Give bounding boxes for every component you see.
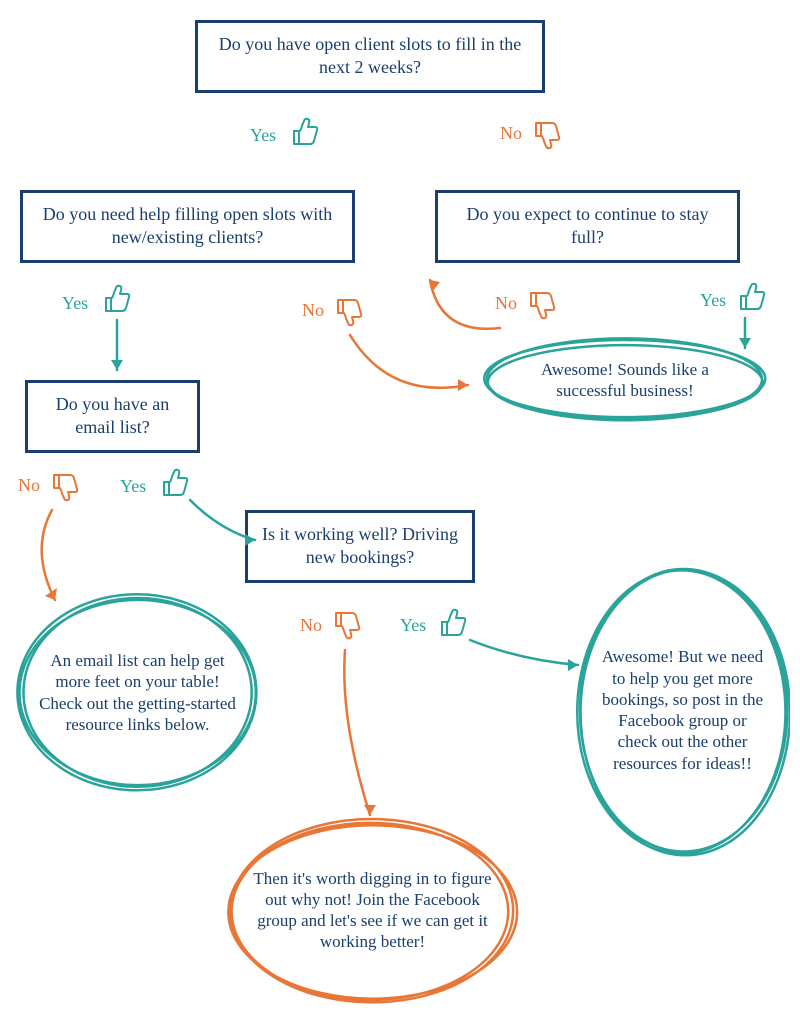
branch-label-l7: No [18, 475, 40, 496]
outcome-o3: Then it's worth digging in to figure out… [225, 815, 520, 1005]
outcome-text: Awesome! Sounds like a successful busine… [504, 359, 746, 402]
node-text: Is it working well? Driving new bookings… [262, 524, 458, 567]
thumbs-down-icon [530, 118, 564, 152]
node-text: Do you expect to continue to stay full? [467, 204, 709, 247]
branch-label-l5: No [495, 293, 517, 314]
decision-box-q5: Is it working well? Driving new bookings… [245, 510, 475, 583]
outcome-o2: An email list can help get more feet on … [15, 590, 260, 795]
branch-label-l3: Yes [62, 293, 88, 314]
decision-box-q4: Do you have an email list? [25, 380, 200, 453]
branch-label-l9: No [300, 615, 322, 636]
branch-label-l2: No [500, 123, 522, 144]
outcome-text: Then it's worth digging in to figure out… [249, 868, 496, 953]
decision-box-q2: Do you need help filling open slots with… [20, 190, 355, 263]
outcome-text: Awesome! But we need to help you get mor… [599, 646, 766, 774]
branch-label-l8: Yes [120, 476, 146, 497]
thumbs-up-icon [288, 115, 322, 149]
thumbs-down-icon [525, 288, 559, 322]
thumbs-up-icon [158, 466, 192, 500]
node-text: Do you have open client slots to fill in… [219, 34, 521, 77]
node-text: Do you have an email list? [56, 394, 169, 437]
thumbs-down-icon [330, 608, 364, 642]
decision-box-q3: Do you expect to continue to stay full? [435, 190, 740, 263]
branch-label-l6: Yes [700, 290, 726, 311]
outcome-o1: Awesome! Sounds like a successful busine… [480, 335, 770, 425]
branch-label-l1: Yes [250, 125, 276, 146]
outcome-text: An email list can help get more feet on … [39, 650, 236, 735]
node-text: Do you need help filling open slots with… [43, 204, 332, 247]
thumbs-up-icon [436, 606, 470, 640]
branch-label-l10: Yes [400, 615, 426, 636]
thumbs-up-icon [735, 280, 769, 314]
thumbs-down-icon [332, 295, 366, 329]
decision-box-q1: Do you have open client slots to fill in… [195, 20, 545, 93]
branch-label-l4: No [302, 300, 324, 321]
outcome-o4: Awesome! But we need to help you get mor… [575, 560, 790, 860]
thumbs-down-icon [48, 470, 82, 504]
thumbs-up-icon [100, 282, 134, 316]
